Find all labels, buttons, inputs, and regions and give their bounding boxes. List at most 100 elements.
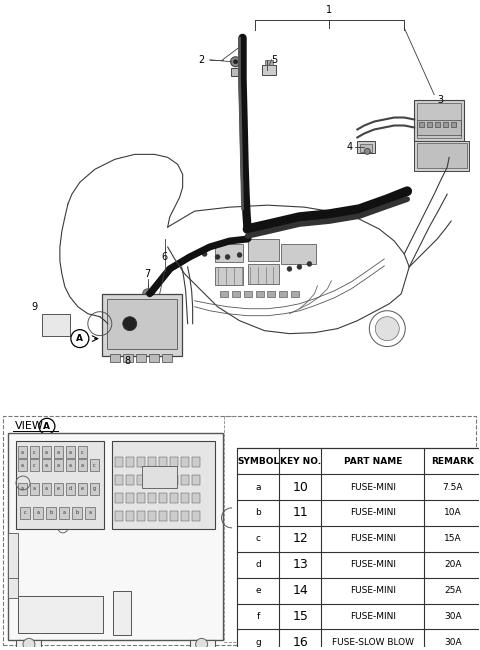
- Bar: [16, 441, 104, 529]
- Bar: [107, 299, 177, 348]
- Text: 1: 1: [326, 5, 333, 15]
- Bar: [159, 511, 167, 521]
- Bar: [162, 354, 172, 361]
- Bar: [126, 475, 134, 485]
- Bar: [148, 511, 156, 521]
- Bar: [46, 507, 56, 519]
- Circle shape: [297, 265, 302, 269]
- Bar: [417, 144, 467, 168]
- Bar: [33, 507, 43, 519]
- Circle shape: [230, 57, 240, 67]
- Bar: [66, 446, 75, 458]
- Bar: [102, 294, 181, 356]
- Text: a: a: [36, 510, 39, 515]
- Text: b: b: [255, 508, 261, 517]
- Text: e: e: [57, 486, 60, 491]
- Circle shape: [225, 254, 230, 259]
- Bar: [18, 459, 27, 471]
- Bar: [192, 511, 200, 521]
- Bar: [148, 493, 156, 503]
- Bar: [137, 511, 145, 521]
- Text: 16: 16: [293, 636, 308, 649]
- Text: FUSE-MINI: FUSE-MINI: [350, 560, 396, 569]
- Circle shape: [234, 60, 238, 64]
- Bar: [237, 448, 480, 650]
- Text: KEY NO.: KEY NO.: [280, 456, 321, 465]
- Circle shape: [307, 261, 312, 266]
- Bar: [90, 483, 99, 495]
- Text: 15A: 15A: [444, 534, 461, 543]
- Bar: [66, 459, 75, 471]
- Text: 2: 2: [198, 55, 204, 65]
- Bar: [115, 475, 123, 485]
- Bar: [54, 446, 63, 458]
- Bar: [126, 457, 134, 467]
- Text: a: a: [57, 450, 60, 454]
- Bar: [291, 291, 300, 297]
- Bar: [159, 493, 167, 503]
- Bar: [180, 493, 189, 503]
- Bar: [42, 483, 51, 495]
- Text: b: b: [75, 510, 78, 515]
- Text: FUSE-MINI: FUSE-MINI: [350, 508, 396, 517]
- Text: c: c: [33, 450, 36, 454]
- Text: 10: 10: [292, 480, 308, 493]
- Text: c: c: [81, 450, 84, 454]
- Circle shape: [364, 148, 370, 154]
- Bar: [8, 434, 223, 640]
- Bar: [136, 354, 146, 361]
- Text: a: a: [33, 486, 36, 491]
- Bar: [231, 291, 240, 297]
- Text: a: a: [81, 463, 84, 467]
- Text: a: a: [69, 463, 72, 467]
- Circle shape: [143, 289, 153, 299]
- Text: REMARK: REMARK: [431, 456, 474, 465]
- Bar: [360, 144, 372, 152]
- Bar: [451, 122, 456, 127]
- Text: g: g: [255, 638, 261, 647]
- Text: 20A: 20A: [444, 560, 461, 569]
- Bar: [180, 511, 189, 521]
- Bar: [419, 122, 424, 127]
- Text: 10A: 10A: [444, 508, 461, 517]
- Bar: [142, 466, 177, 488]
- Text: 30A: 30A: [444, 638, 461, 647]
- Bar: [85, 507, 95, 519]
- Bar: [357, 142, 375, 153]
- Bar: [126, 511, 134, 521]
- Text: c: c: [33, 463, 36, 467]
- Circle shape: [23, 638, 35, 650]
- Text: g: g: [93, 486, 96, 491]
- Circle shape: [126, 352, 129, 355]
- Bar: [59, 507, 69, 519]
- Bar: [123, 354, 133, 361]
- Bar: [170, 493, 178, 503]
- Bar: [435, 122, 440, 127]
- Text: 11: 11: [293, 506, 308, 519]
- Bar: [42, 314, 70, 335]
- Circle shape: [215, 254, 220, 259]
- Text: c: c: [93, 463, 96, 467]
- Bar: [66, 483, 75, 495]
- Text: 5: 5: [272, 55, 278, 65]
- Bar: [72, 507, 82, 519]
- Bar: [137, 493, 145, 503]
- Bar: [137, 457, 145, 467]
- Bar: [262, 65, 276, 75]
- Text: SYMBOL: SYMBOL: [237, 456, 279, 465]
- Bar: [170, 511, 178, 521]
- Text: FUSE-MINI: FUSE-MINI: [350, 534, 396, 543]
- Bar: [215, 244, 242, 262]
- Bar: [255, 291, 264, 297]
- Text: a: a: [21, 463, 24, 467]
- Bar: [219, 291, 228, 297]
- Text: e: e: [255, 586, 261, 595]
- Circle shape: [375, 317, 399, 341]
- Bar: [3, 416, 476, 645]
- Bar: [18, 446, 27, 458]
- Text: 7: 7: [144, 269, 151, 279]
- Bar: [427, 122, 432, 127]
- Text: a: a: [21, 450, 24, 454]
- Circle shape: [124, 350, 132, 358]
- Bar: [16, 640, 41, 648]
